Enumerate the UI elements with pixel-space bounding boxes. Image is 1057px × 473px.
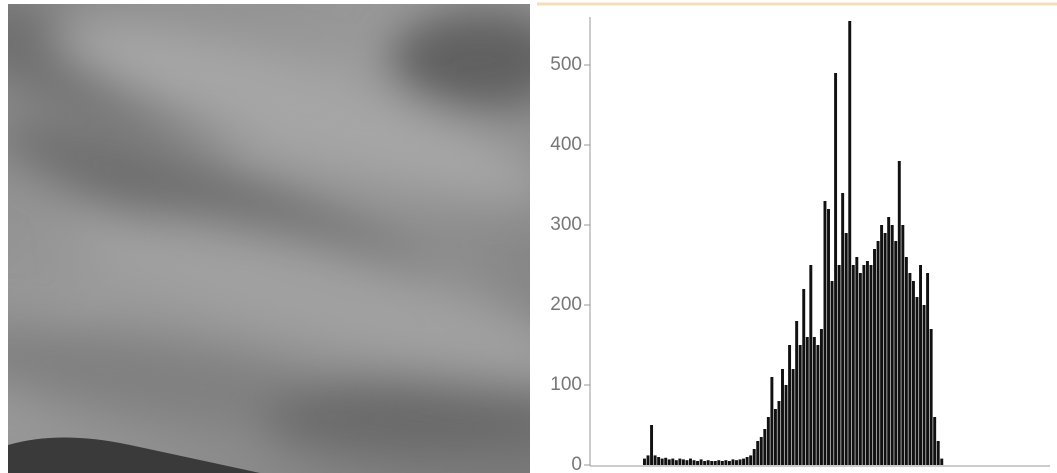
bar — [710, 461, 713, 465]
bar — [873, 249, 876, 465]
bar — [767, 417, 770, 465]
bar — [926, 273, 929, 465]
bar — [859, 273, 862, 465]
y-tick-label: 100 — [550, 374, 582, 395]
bar — [919, 265, 922, 465]
bar — [770, 377, 773, 465]
bar — [781, 369, 784, 465]
bar — [760, 437, 763, 465]
screenshot: 0 100 200 300 400 500 — [0, 0, 1057, 473]
bar — [675, 460, 678, 465]
bar — [799, 345, 802, 465]
bar — [901, 225, 904, 465]
bar — [657, 457, 660, 465]
bar — [777, 401, 780, 465]
bar — [862, 265, 865, 465]
bar — [831, 281, 834, 465]
bar — [785, 385, 788, 465]
cloud-photo — [0, 0, 594, 473]
bar — [664, 458, 667, 465]
bar — [937, 441, 940, 465]
bar — [891, 225, 894, 465]
bar — [887, 217, 890, 465]
bar — [671, 459, 674, 465]
bar — [880, 225, 883, 465]
bar — [731, 459, 734, 465]
bar — [912, 281, 915, 465]
bar — [742, 459, 745, 465]
bar — [682, 459, 685, 465]
bar — [852, 265, 855, 465]
page: 0 100 200 300 400 500 — [0, 0, 1057, 473]
bar — [753, 449, 756, 465]
bar — [802, 289, 805, 465]
bar — [746, 457, 749, 465]
bar — [749, 455, 752, 465]
bar — [763, 429, 766, 465]
bar — [728, 461, 731, 465]
bar — [816, 345, 819, 465]
bar — [696, 461, 699, 465]
bar — [650, 425, 653, 465]
y-tick-label: 500 — [550, 54, 582, 75]
bar — [678, 459, 681, 465]
bar — [661, 459, 664, 465]
bar — [717, 460, 720, 465]
bar — [894, 241, 897, 465]
bar — [724, 460, 727, 465]
bar — [866, 261, 869, 465]
bar — [809, 265, 812, 465]
bar — [774, 409, 777, 465]
bar — [838, 265, 841, 465]
bar — [654, 455, 657, 465]
bar — [795, 321, 798, 465]
bar — [806, 337, 809, 465]
bar — [877, 241, 880, 465]
bar — [834, 73, 837, 465]
bar — [933, 417, 936, 465]
bar — [923, 305, 926, 465]
bar — [693, 460, 696, 465]
bar — [905, 257, 908, 465]
bar — [792, 369, 795, 465]
y-tick-label: 400 — [550, 134, 582, 155]
bar — [930, 329, 933, 465]
bar — [735, 460, 738, 465]
bar — [855, 257, 858, 465]
y-tick-label: 0 — [571, 454, 582, 473]
bar — [898, 161, 901, 465]
bar — [685, 460, 688, 465]
bar — [788, 345, 791, 465]
bar — [721, 461, 724, 465]
bar — [884, 233, 887, 465]
bar — [848, 21, 851, 465]
bar — [714, 461, 717, 465]
bar — [703, 461, 706, 465]
bar — [668, 459, 671, 465]
bar — [824, 201, 827, 465]
bar — [820, 329, 823, 465]
bar — [813, 337, 816, 465]
y-tick-label: 200 — [550, 294, 582, 315]
bar — [707, 460, 710, 465]
bar — [841, 193, 844, 465]
bar — [940, 459, 943, 465]
bar — [647, 455, 650, 465]
bar — [700, 459, 703, 465]
bar — [739, 459, 742, 465]
bar — [916, 297, 919, 465]
bar — [845, 233, 848, 465]
y-tick-label: 300 — [550, 214, 582, 235]
bar — [756, 441, 759, 465]
bar — [643, 459, 646, 465]
bar — [870, 265, 873, 465]
bar — [827, 209, 830, 465]
bar — [689, 459, 692, 465]
bar — [908, 273, 911, 465]
